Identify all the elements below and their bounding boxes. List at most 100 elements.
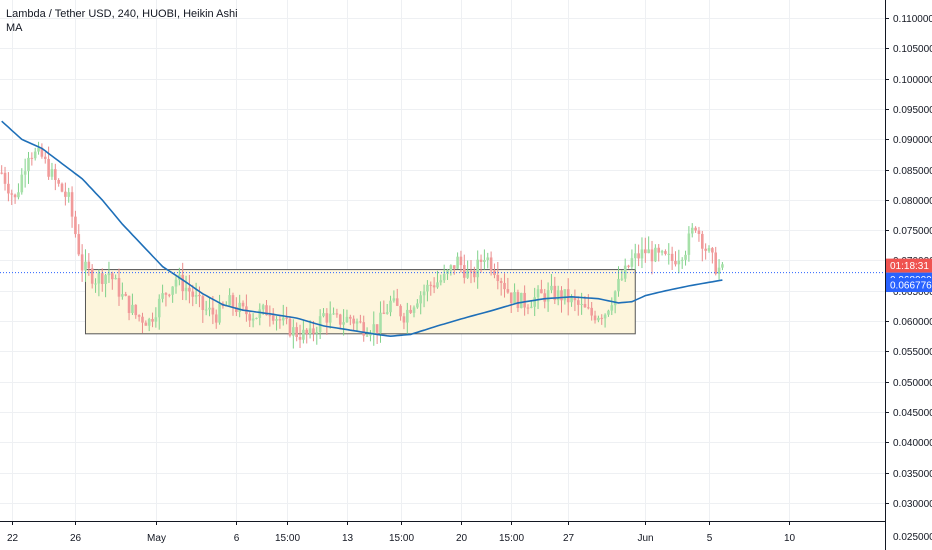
candle-body bbox=[167, 294, 171, 296]
candle-body bbox=[503, 282, 506, 290]
candle-body bbox=[392, 298, 396, 301]
candle-body bbox=[540, 289, 543, 294]
candle-body bbox=[499, 281, 503, 283]
candle-body bbox=[489, 257, 493, 271]
candle-body bbox=[261, 305, 265, 310]
candle-body bbox=[600, 317, 604, 319]
candle-body bbox=[603, 314, 607, 319]
candle-body bbox=[144, 322, 148, 326]
candle-body bbox=[573, 296, 577, 301]
candle-body bbox=[271, 315, 275, 321]
y-tick-label: 0.065000 bbox=[893, 287, 932, 298]
candle-body bbox=[265, 305, 268, 316]
candle-body bbox=[416, 303, 419, 308]
candle-body bbox=[590, 307, 593, 316]
candle-body bbox=[127, 295, 131, 314]
candle-body bbox=[519, 292, 523, 309]
candle-body bbox=[704, 248, 707, 251]
candle-body bbox=[382, 312, 386, 314]
candle-body bbox=[640, 249, 644, 259]
y-tick-label: 0.055000 bbox=[893, 347, 932, 358]
candle-body bbox=[456, 256, 459, 269]
candle-body bbox=[580, 303, 583, 305]
candle-body bbox=[235, 307, 238, 312]
candle-body bbox=[288, 318, 292, 336]
candle-body bbox=[563, 289, 567, 301]
candle-body bbox=[104, 275, 107, 285]
candle-body bbox=[670, 253, 674, 261]
candle-body bbox=[315, 332, 319, 334]
y-tick-label: 0.100000 bbox=[893, 75, 932, 86]
x-tick-label: 15:00 bbox=[389, 533, 414, 544]
candle-body bbox=[131, 304, 134, 314]
y-tick-label: 0.040000 bbox=[893, 438, 932, 449]
candle-body bbox=[57, 179, 60, 184]
candle-body bbox=[124, 294, 128, 296]
x-tick-label: 22 bbox=[7, 533, 19, 544]
y-tick-label: 0.110000 bbox=[893, 14, 932, 25]
x-tick-label: 6 bbox=[234, 533, 240, 544]
candle-body bbox=[506, 289, 510, 293]
candle-body bbox=[141, 316, 144, 323]
candle-body bbox=[285, 317, 288, 319]
ma-value-badge: 0.066776 bbox=[890, 281, 932, 292]
candle-body bbox=[308, 328, 312, 335]
candle-body bbox=[365, 335, 369, 337]
candle-body bbox=[711, 248, 714, 253]
candle-body bbox=[241, 302, 245, 307]
candle-body bbox=[513, 292, 516, 304]
x-tick-label: 20 bbox=[456, 533, 468, 544]
candle-body bbox=[181, 274, 184, 292]
candle-body bbox=[231, 295, 235, 308]
candle-body bbox=[610, 305, 614, 311]
candle-body bbox=[292, 327, 295, 336]
indicator-label[interactable]: MA bbox=[6, 22, 23, 34]
candle-body bbox=[620, 278, 624, 280]
candle-body bbox=[439, 280, 443, 283]
candle-body bbox=[550, 285, 553, 291]
candle-body bbox=[446, 270, 449, 274]
price-badges: 01:18:310.0680000.066776 bbox=[886, 258, 932, 293]
candle-body bbox=[385, 312, 389, 314]
candle-body bbox=[338, 314, 342, 325]
candle-body bbox=[248, 314, 252, 321]
candle-body bbox=[372, 324, 376, 335]
candle-body bbox=[533, 297, 536, 307]
price-axis[interactable]: 0.110000 0.105000 0.100000 0.095000 0.090000… bbox=[885, 14, 932, 543]
candle-body bbox=[375, 324, 379, 333]
candle-body bbox=[422, 291, 426, 296]
candle-body bbox=[80, 254, 84, 271]
y-tick-label: 0.060000 bbox=[893, 317, 932, 328]
candle-body bbox=[335, 313, 339, 315]
candle-body bbox=[633, 253, 637, 259]
candle-body bbox=[3, 172, 7, 184]
candle-body bbox=[171, 286, 174, 295]
candle-body bbox=[164, 293, 168, 295]
candle-body bbox=[312, 328, 315, 334]
candle-body bbox=[623, 265, 627, 279]
candle-body bbox=[714, 252, 718, 274]
ma-value-badge-bg bbox=[886, 278, 932, 293]
countdown-badge-bg bbox=[886, 258, 932, 273]
candle-body bbox=[328, 313, 332, 323]
candle-body bbox=[613, 291, 617, 306]
range-box bbox=[84, 269, 636, 335]
candle-body bbox=[352, 318, 355, 324]
candle-body bbox=[473, 270, 476, 278]
candle-body bbox=[493, 270, 496, 276]
candle-body bbox=[355, 321, 359, 324]
symbol-title[interactable]: Lambda / Tether USD, 240, HUOBI, Heikin … bbox=[6, 8, 238, 20]
candle-body bbox=[305, 329, 309, 335]
candle-body bbox=[486, 257, 490, 261]
candle-body bbox=[436, 282, 439, 288]
candle-body bbox=[687, 233, 691, 255]
time-axis[interactable]: 22 26 May 6 15:00 13 15:00 20 15:00 27 Jun 5 10 bbox=[7, 521, 796, 544]
candle-body bbox=[17, 192, 20, 198]
candle-body bbox=[395, 298, 399, 306]
candle-body bbox=[23, 171, 27, 175]
candle-body bbox=[134, 304, 138, 316]
candle-body bbox=[627, 265, 630, 267]
candle-body bbox=[667, 253, 671, 255]
candle-body bbox=[530, 306, 533, 308]
